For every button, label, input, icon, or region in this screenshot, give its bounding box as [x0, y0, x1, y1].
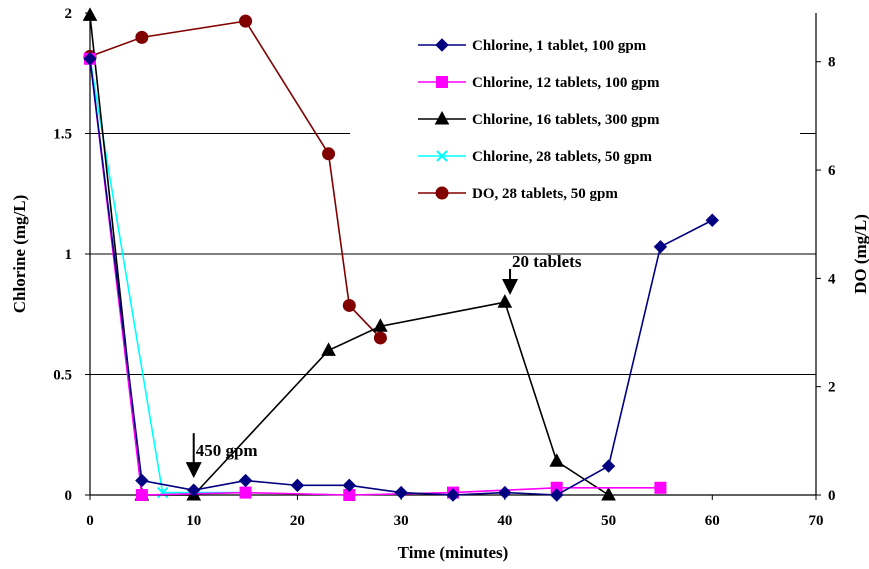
series-line [89, 20, 381, 339]
data-point [82, 7, 98, 21]
data-point [342, 478, 356, 493]
y-axis-title: Chlorine (mg/L) [10, 195, 29, 314]
y2-tick-label: 4 [828, 271, 836, 287]
data-point [601, 486, 616, 501]
x-tick-label: 70 [809, 513, 824, 529]
series-x [84, 53, 252, 499]
series-diamond [83, 52, 719, 502]
data-point [549, 453, 565, 467]
data-point [446, 488, 460, 502]
x-tick-label: 40 [497, 513, 512, 529]
x-axis-title: Time (minutes) [398, 543, 509, 562]
data-point [135, 30, 149, 44]
y2-tick-label: 6 [828, 163, 836, 179]
data-point [436, 76, 448, 88]
x-tick-label: 60 [705, 513, 720, 529]
legend-label: Chlorine, 28 tablets, 50 gpm [472, 149, 653, 165]
data-point [705, 213, 719, 227]
legend-item: DO, 28 tablets, 50 gpm [418, 186, 618, 202]
data-point [322, 147, 336, 161]
annotation: 20 tablets [502, 252, 582, 295]
legend-item: Chlorine, 1 tablet, 100 gpm [418, 38, 647, 54]
data-point [238, 473, 253, 488]
data-point [434, 110, 450, 125]
series-line [89, 58, 246, 494]
annotation-arrow-head [502, 278, 519, 295]
data-point [550, 488, 564, 502]
data-point [239, 486, 252, 499]
data-point [436, 150, 448, 162]
y2-tick-label: 2 [828, 380, 836, 396]
annotation-label: 20 tablets [512, 252, 582, 271]
y2-tick-label: 0 [828, 488, 836, 504]
data-point [394, 485, 408, 500]
annotation-arrow-head [185, 462, 202, 479]
data-point [497, 294, 513, 308]
legend-item: Chlorine, 16 tablets, 300 gpm [418, 110, 660, 128]
x-tick-label: 30 [394, 513, 409, 529]
legend-item: Chlorine, 28 tablets, 50 gpm [418, 149, 653, 165]
x-tick-label: 10 [186, 513, 201, 529]
x-tick-label: 20 [290, 513, 305, 529]
data-point [290, 478, 305, 493]
y-tick-label: 1.5 [53, 127, 72, 143]
legend-item: Chlorine, 12 tablets, 100 gpm [418, 75, 660, 91]
y-tick-label: 0 [65, 488, 73, 504]
x-tick-label: 0 [86, 513, 94, 529]
data-point [498, 485, 512, 500]
x-tick-label: 50 [601, 513, 616, 529]
series-layer [82, 7, 719, 502]
data-point [156, 486, 169, 499]
legend-label: Chlorine, 16 tablets, 300 gpm [472, 112, 660, 128]
legend-label: Chlorine, 1 tablet, 100 gpm [472, 38, 647, 54]
data-point [239, 14, 253, 28]
annotation-label: 450 gpm [196, 441, 258, 460]
grid-layer [90, 133, 816, 375]
legend-layer: Chlorine, 1 tablet, 100 gpm Chlorine, 12 … [418, 38, 660, 202]
data-point [373, 318, 388, 332]
data-point [435, 38, 449, 52]
y-tick-label: 0.5 [53, 368, 72, 384]
y2-axis-title: DO (mg/L) [851, 214, 869, 294]
data-point [654, 481, 667, 494]
data-point [373, 331, 387, 345]
data-point [435, 186, 449, 200]
data-point [321, 342, 336, 356]
data-point [653, 240, 668, 254]
annotation-layer: 450 gpm 20 tablets [185, 252, 582, 479]
legend-label: Chlorine, 12 tablets, 100 gpm [472, 75, 660, 91]
data-point [601, 459, 616, 473]
data-point [83, 52, 97, 66]
y2-tick-label: 8 [828, 55, 836, 71]
data-point [187, 483, 201, 497]
y-tick-label: 2 [65, 6, 73, 22]
y-tick-label: 1 [65, 247, 73, 263]
data-point [135, 473, 149, 488]
legend-label: DO, 28 tablets, 50 gpm [472, 186, 618, 202]
data-point [135, 489, 148, 501]
annotation: 450 gpm [185, 433, 258, 479]
data-point [342, 298, 356, 312]
